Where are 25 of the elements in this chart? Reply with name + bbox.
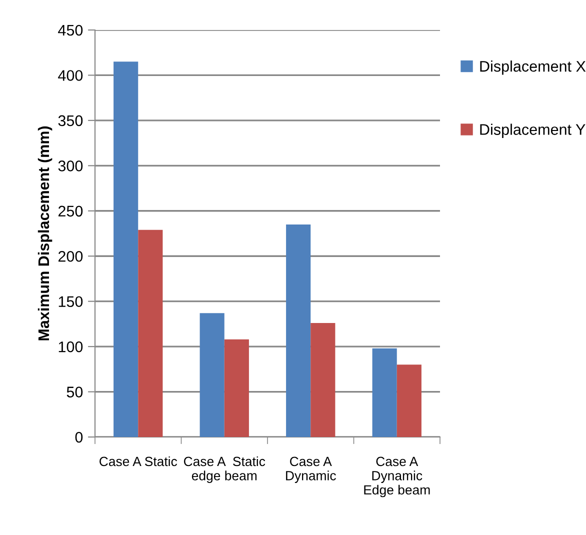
- bar: [286, 224, 311, 437]
- y-tick-label: 200: [58, 250, 83, 262]
- x-tick-label: Case A Dynamic: [286, 456, 336, 483]
- bar: [200, 313, 224, 437]
- y-axis-title: Maximum Displacement (mm): [38, 126, 52, 340]
- y-tick-label: 50: [66, 386, 83, 398]
- x-tick-label: Case A Static edge beam: [184, 456, 266, 483]
- y-tick-label: 150: [58, 296, 83, 308]
- legend-label: Displacement X: [480, 60, 586, 75]
- y-tick-label: 0: [75, 432, 83, 443]
- y-tick-label: 100: [58, 341, 83, 352]
- bar: [114, 62, 138, 437]
- bar: [372, 348, 397, 437]
- x-tick-label: Case A Dynamic Edge beam: [364, 456, 430, 498]
- y-tick-label: 300: [58, 160, 83, 172]
- bar: [310, 323, 336, 437]
- y-tick-label: 400: [58, 70, 83, 81]
- y-tick-label: 450: [58, 24, 83, 36]
- x-tick-label: Case A Static: [100, 456, 178, 466]
- legend-label: Displacement Y: [480, 124, 586, 138]
- bar: [224, 339, 249, 437]
- bar: [138, 230, 163, 437]
- y-tick-label: 250: [58, 206, 83, 217]
- bar: [396, 364, 422, 437]
- y-tick-label: 350: [58, 115, 83, 126]
